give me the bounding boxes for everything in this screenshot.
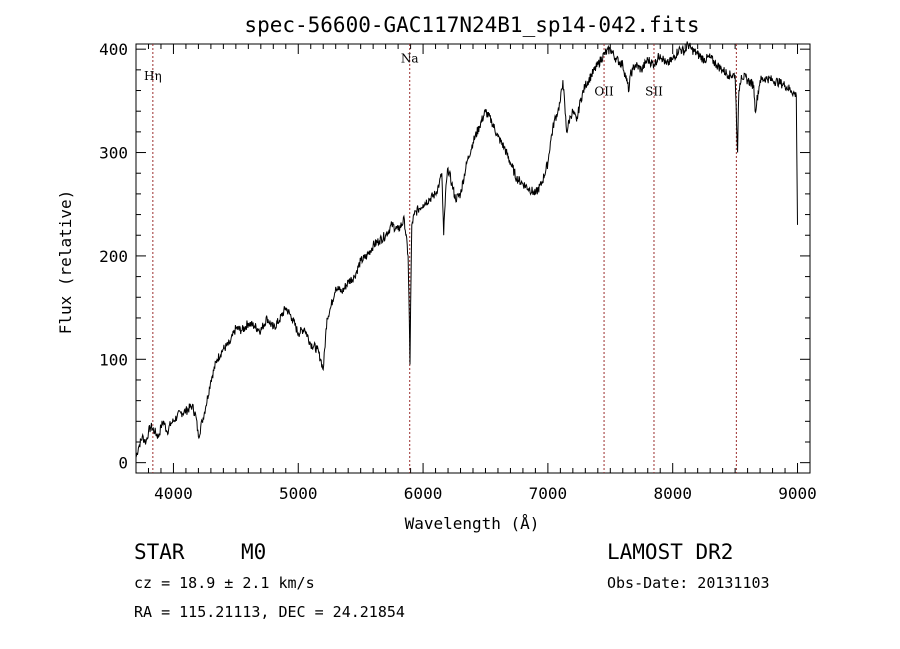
y-axis-label: Flux (relative) <box>56 190 75 335</box>
spectrum-line <box>135 41 798 458</box>
spectral-line-label: Hη <box>144 69 162 83</box>
spectral-line-markers: Hη Na OII SII <box>144 44 737 473</box>
observation-date: Obs-Date: 20131103 <box>607 574 770 592</box>
spectral-line-label: OII <box>594 85 614 99</box>
x-tick-label: 4000 <box>154 484 193 503</box>
spectral-subclass: M0 <box>241 540 267 564</box>
y-tick-label: 200 <box>99 247 128 266</box>
x-tick-label: 8000 <box>653 484 692 503</box>
spectral-line-label: SII <box>645 85 663 99</box>
coordinates-readout: RA = 115.21113, DEC = 24.21854 <box>134 603 405 621</box>
x-axis-label: Wavelength (Å) <box>405 514 540 533</box>
plot-frame <box>135 43 811 474</box>
x-tick-label: 7000 <box>529 484 568 503</box>
redshift-readout: cz = 18.9 ± 2.1 km/s <box>134 574 315 592</box>
x-tick-label: 5000 <box>279 484 318 503</box>
spectrum-chart: 4000 5000 6000 7000 8000 9000 0 100 200 300 400 Hη… <box>56 13 817 533</box>
axis-tick-labels: 4000 5000 6000 7000 8000 9000 0 100 200 300 400 <box>99 40 817 503</box>
object-class: STAR <box>134 540 185 564</box>
y-tick-label: 0 <box>118 454 128 473</box>
spectral-line-label: Na <box>401 52 419 66</box>
survey-name: LAMOST DR2 <box>607 540 734 564</box>
chart-title: spec-56600-GAC117N24B1_sp14-042.fits <box>244 13 699 37</box>
x-tick-label: 6000 <box>404 484 443 503</box>
y-tick-label: 400 <box>99 40 128 59</box>
x-tick-label: 9000 <box>778 484 817 503</box>
y-tick-label: 300 <box>99 144 128 163</box>
y-tick-label: 100 <box>99 350 128 369</box>
axis-ticks <box>135 44 811 473</box>
